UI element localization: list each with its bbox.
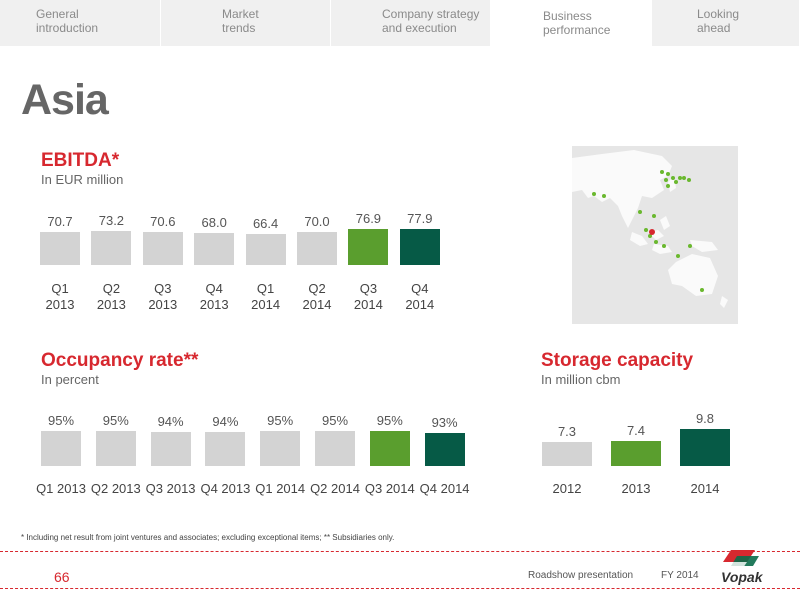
chart-bar (142, 232, 183, 265)
category-label: 2013 (621, 481, 651, 496)
tab-business-performance[interactable]: Business performance (491, 0, 652, 46)
chart-bar (260, 431, 301, 466)
data-label: 66.4 (252, 216, 279, 231)
data-label: 9.8 (695, 411, 715, 426)
period: FY 2014 (661, 570, 699, 581)
terminal-markers (592, 170, 704, 292)
tab-label: Business (543, 9, 592, 23)
storage-title: Storage capacity (541, 350, 694, 371)
data-label: 95% (267, 413, 294, 428)
chart-bar (369, 431, 410, 466)
tab-label: performance (543, 23, 611, 37)
tab-label: trends (222, 21, 256, 35)
data-label: 70.0 (304, 214, 330, 229)
tab-company-strategy[interactable]: Company strategy and execution (331, 0, 491, 46)
data-label: 68.0 (201, 215, 227, 230)
logo-mark: Vopak (721, 550, 764, 585)
chart-bar (150, 432, 191, 466)
chart-bar (194, 233, 235, 265)
category-label: Q2 2013 (96, 281, 126, 312)
chart-bar (424, 433, 465, 466)
tab-looking-ahead[interactable]: Looking ahead (652, 0, 800, 46)
tab-label: and execution (382, 21, 457, 35)
map-image (572, 146, 738, 324)
category-label: Q3 2014 (353, 281, 383, 312)
category-label: 2012 (552, 481, 582, 496)
divider (0, 588, 800, 589)
data-label: 70.6 (150, 214, 176, 229)
chart-bar (399, 229, 440, 265)
category-label: Q1 2013 (36, 481, 86, 496)
divider (0, 551, 800, 552)
tab-label: Market (222, 7, 259, 21)
vopak-logo: Vopak (717, 548, 777, 586)
occupancy-subtitle: In percent (41, 372, 99, 387)
category-label: Q1 2014 (251, 281, 281, 312)
data-label: 70.7 (47, 214, 73, 229)
svg-text:Vopak: Vopak (721, 569, 764, 585)
data-label: 77.9 (407, 211, 433, 226)
page-number: 66 (54, 569, 70, 585)
singapore-marker (649, 229, 655, 235)
data-label: 95% (47, 413, 75, 428)
data-label: 7.4 (626, 423, 646, 438)
storage-subtitle: In million cbm (541, 372, 621, 387)
chart-bar (95, 431, 136, 466)
category-label: Q3 2014 (364, 481, 415, 496)
page-title: Asia (21, 76, 109, 124)
tab-label: ahead (697, 21, 731, 35)
tab-label: introduction (36, 21, 99, 35)
footnote: * Including net result from joint ventur… (21, 533, 395, 542)
category-label: Q2 2013 (90, 481, 141, 496)
asia-terminals-map (572, 146, 738, 324)
category-label: Q1 2013 (45, 281, 75, 312)
presentation-name: Roadshow presentation (528, 570, 634, 581)
chart-bar (315, 431, 355, 466)
section-nav: General introduction Market trends Compa… (0, 0, 800, 46)
tab-label: General (36, 7, 79, 21)
data-label: 73.2 (98, 213, 125, 228)
category-label: Q3 2013 (145, 481, 196, 496)
data-label: 7.3 (557, 424, 577, 439)
data-label: 93% (431, 415, 458, 430)
data-label: 95% (321, 413, 349, 428)
category-label: Q1 2014 (255, 481, 306, 496)
data-label: 95% (102, 413, 129, 428)
chart-bar (40, 232, 80, 265)
data-label: 94% (212, 414, 239, 429)
chart-bar (297, 232, 337, 265)
tab-general-introduction[interactable]: General introduction (0, 0, 161, 46)
data-label: 95% (376, 413, 403, 428)
category-label: Q4 2013 (199, 281, 229, 312)
category-label: Q3 2013 (148, 281, 178, 312)
tab-label: Company strategy (382, 7, 480, 21)
chart-bar (205, 432, 246, 466)
category-label: 2014 (690, 481, 720, 496)
category-label: Q4 2013 (200, 481, 251, 496)
category-label: Q4 2014 (405, 281, 435, 312)
chart-bar (680, 429, 730, 466)
category-label: Q2 2014 (310, 481, 360, 496)
data-label: 94% (157, 414, 184, 429)
category-label: Q2 2014 (302, 281, 332, 312)
category-label: Q4 2014 (419, 481, 470, 496)
occupancy-title: Occupancy rate** (41, 350, 199, 371)
chart-bar (348, 229, 389, 265)
chart-bar (41, 431, 81, 466)
tab-market-trends[interactable]: Market trends (161, 0, 331, 46)
chart-bar (91, 231, 132, 265)
chart-bar (542, 442, 592, 466)
ebitda-title: EBITDA* (41, 150, 120, 171)
tab-label: Looking (697, 7, 740, 21)
ebitda-subtitle: In EUR million (41, 172, 124, 187)
chart-bar (245, 234, 286, 265)
data-label: 76.9 (355, 211, 382, 226)
chart-bar (611, 441, 661, 466)
